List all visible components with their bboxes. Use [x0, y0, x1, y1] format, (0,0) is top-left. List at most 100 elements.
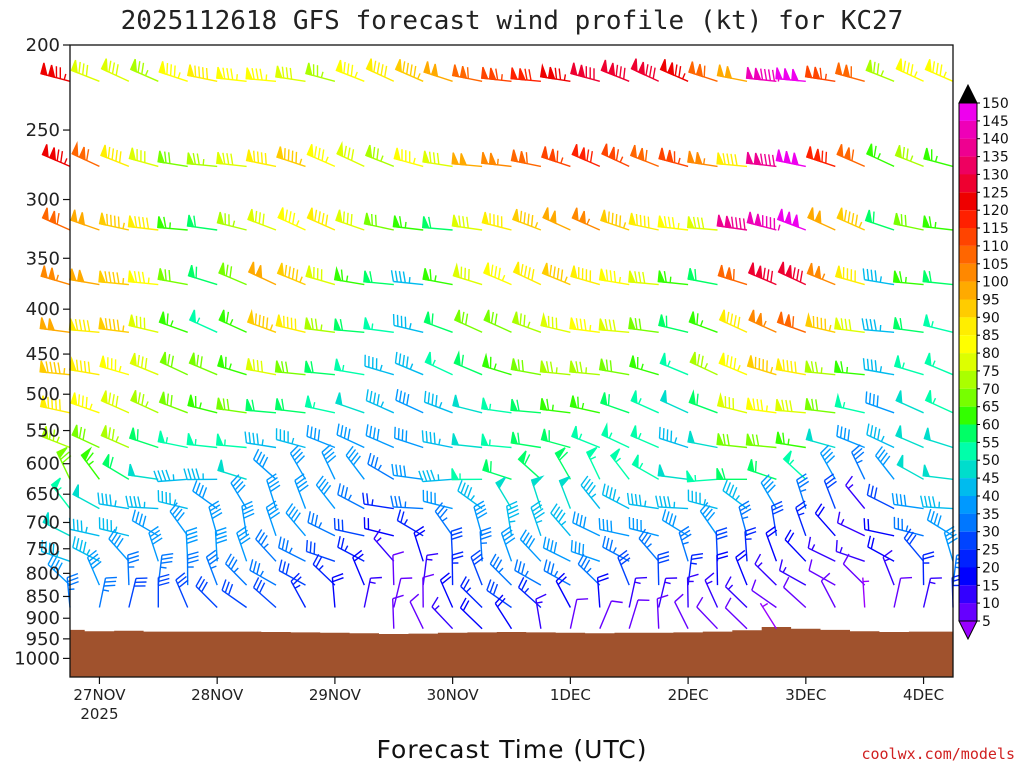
- y-tick-label: 300: [26, 190, 60, 211]
- wind-barb: [108, 528, 130, 562]
- colorbar-tick-label: 100: [982, 275, 1009, 291]
- wind-barb: [391, 463, 424, 480]
- colorbar-tick-label: 115: [982, 221, 1009, 237]
- wind-barb: [724, 576, 748, 609]
- wind-barb: [570, 540, 601, 562]
- wind-barb: [394, 426, 424, 449]
- wind-barb: [252, 577, 277, 609]
- wind-barb: [127, 270, 159, 286]
- wind-barb: [882, 549, 895, 586]
- wind-barb: [867, 535, 895, 562]
- wind-barb: [424, 351, 453, 376]
- wind-barb: [245, 398, 277, 414]
- wind-barb: [845, 475, 866, 510]
- wind-barb: [252, 448, 277, 480]
- terrain-surface: [70, 627, 953, 677]
- wind-barb: [659, 352, 689, 376]
- wind-barb: [570, 62, 600, 82]
- wind-barb: [598, 518, 630, 537]
- colorbar-tick-label: 40: [982, 489, 1000, 505]
- wind-barb: [451, 468, 483, 481]
- wind-barb: [422, 553, 439, 586]
- wind-barb: [247, 208, 277, 231]
- wind-barb: [72, 536, 100, 562]
- wind-barb: [806, 262, 836, 286]
- wind-barb: [558, 476, 572, 509]
- wind-barb: [274, 398, 306, 414]
- wind-barb: [352, 549, 365, 586]
- colorbar-swatch: [959, 585, 977, 604]
- wind-barb: [724, 597, 748, 630]
- colorbar-tick-label: 60: [982, 418, 1000, 434]
- wind-barb: [596, 573, 609, 608]
- pressure-axis: 200 250 300 350 400 450 500 550 600 650 700 750 8008…: [14, 35, 70, 669]
- wind-barb: [805, 146, 836, 168]
- wind-barb: [216, 66, 247, 82]
- wind-barb: [331, 573, 344, 608]
- colorbar-tick-label: 110: [982, 239, 1009, 255]
- wind-barb: [804, 65, 836, 82]
- wind-barb: [744, 526, 757, 562]
- wind-barb: [541, 262, 571, 286]
- wind-barb: [796, 473, 810, 509]
- wind-barb: [630, 390, 659, 414]
- wind-barb: [893, 576, 913, 608]
- wind-barb: [747, 459, 777, 480]
- wind-barb: [158, 311, 188, 333]
- wind-barb: [217, 459, 247, 480]
- wind-barb: [98, 517, 130, 537]
- wind-barb: [834, 392, 865, 414]
- wind-barb: [555, 572, 572, 608]
- wind-barb: [480, 151, 512, 168]
- wind-barb: [893, 317, 924, 333]
- wind-barb: [540, 428, 571, 449]
- wind-barb: [128, 147, 159, 168]
- x-tick-sublabel: 2025: [80, 705, 118, 723]
- wind-barb: [451, 551, 464, 586]
- wind-barb: [943, 525, 958, 562]
- wind-barb: [630, 425, 659, 449]
- wind-barb: [716, 392, 748, 414]
- wind-barb: [158, 61, 188, 82]
- wind-barb: [97, 492, 130, 510]
- wind-barb: [216, 211, 247, 231]
- colorbar-swatch: [959, 406, 977, 425]
- wind-barb: [657, 464, 689, 480]
- wind-barb: [659, 390, 689, 414]
- wind-barb: [629, 355, 659, 376]
- wind-barb: [294, 473, 309, 509]
- wind-barb: [865, 143, 895, 168]
- wind-barb: [72, 484, 100, 510]
- wind-barb: [364, 354, 394, 376]
- y-tick-label: 200: [26, 35, 60, 56]
- x-tick-label: 1DEC: [550, 686, 591, 704]
- wind-barb: [808, 559, 836, 586]
- wind-barb: [510, 358, 542, 376]
- wind-barb: [554, 447, 572, 480]
- wind-barb: [778, 559, 807, 586]
- y-tick-label: 400: [26, 299, 60, 320]
- wind-barb: [153, 469, 188, 483]
- wind-barb: [777, 261, 807, 286]
- wind-barb: [539, 398, 571, 414]
- wind-barb: [920, 495, 954, 510]
- wind-barb: [127, 463, 159, 480]
- wind-barb: [99, 355, 130, 376]
- wind-barb: [392, 551, 405, 586]
- wind-barb: [71, 424, 100, 449]
- wind-barb: [100, 425, 130, 449]
- wind-barb: [718, 352, 748, 376]
- wind-barb: [80, 446, 100, 480]
- wind-barb: [893, 516, 924, 537]
- wind-barb: [602, 535, 630, 562]
- wind-barb: [510, 431, 542, 449]
- wind-barb: [365, 58, 395, 82]
- colorbar-swatch: [959, 442, 977, 461]
- wind-barb: [422, 573, 435, 608]
- wind-barb: [571, 207, 601, 231]
- wind-barb: [600, 392, 630, 414]
- wind-barb: [41, 207, 71, 231]
- wind-barb: [530, 500, 545, 537]
- wind-barb: [923, 314, 954, 333]
